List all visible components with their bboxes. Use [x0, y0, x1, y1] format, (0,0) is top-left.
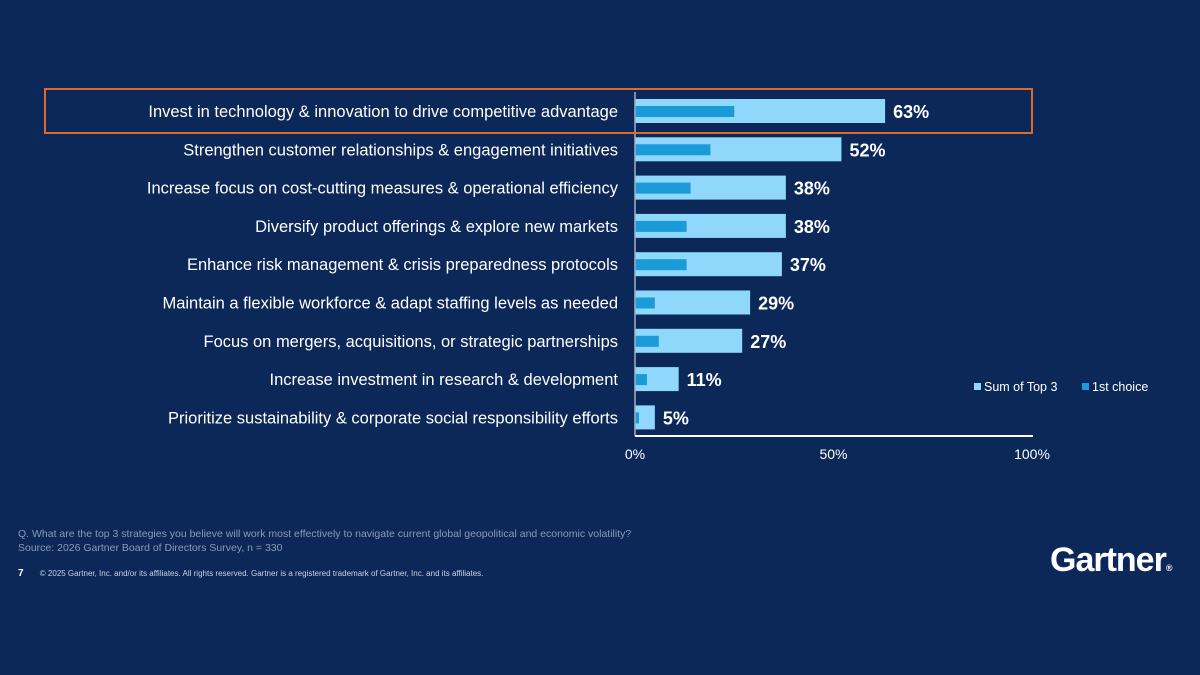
highlight-box: [44, 88, 1033, 134]
bar-1st-choice: [635, 144, 711, 156]
x-tick-label: 100%: [1014, 446, 1050, 462]
copyright: © 2025 Gartner, Inc. and/or its affiliat…: [39, 569, 484, 578]
bar-1st-choice: [635, 335, 659, 347]
bar-chart: Invest in technology & innovation to dri…: [44, 88, 1148, 462]
footer: 7 © 2025 Gartner, Inc. and/or its affili…: [18, 568, 483, 579]
x-tick-label: 50%: [819, 446, 847, 462]
category-label: Prioritize sustainability & corporate so…: [168, 409, 618, 427]
legend-label-1st-choice: 1st choice: [1092, 380, 1148, 394]
bar-1st-choice: [635, 106, 735, 117]
gartner-logo: Gartner®: [1050, 541, 1172, 579]
footnote: Q. What are the top 3 strategies you bel…: [18, 527, 631, 555]
legend-swatch-sum-of-top-3: [974, 383, 981, 390]
data-label: 11%: [687, 370, 722, 390]
data-label: 37%: [790, 255, 826, 275]
source-note: Source: 2026 Gartner Board of Directors …: [18, 542, 283, 554]
bar-1st-choice: [635, 374, 647, 386]
bar-1st-choice: [635, 220, 687, 232]
data-label: 5%: [663, 408, 689, 428]
bar-1st-choice: [635, 412, 639, 424]
legend-swatch-1st-choice: [1082, 383, 1089, 390]
bar-1st-choice: [635, 182, 691, 194]
category-label: Increase investment in research & develo…: [269, 371, 618, 389]
data-label: 38%: [794, 179, 830, 199]
bar-1st-choice: [635, 297, 655, 309]
category-label: Increase focus on cost-cutting measures …: [147, 180, 619, 198]
category-label: Focus on mergers, acquisitions, or strat…: [203, 333, 618, 351]
category-label: Strengthen customer relationships & enga…: [183, 141, 618, 159]
data-label: 29%: [758, 294, 794, 314]
bar-1st-choice: [635, 259, 687, 271]
category-label: Invest in technology & innovation to dri…: [148, 103, 618, 121]
legend-label-sum-of-top-3: Sum of Top 3: [984, 380, 1057, 394]
survey-question: Q. What are the top 3 strategies you bel…: [18, 528, 632, 540]
page-number: 7: [18, 568, 24, 579]
data-label: 63%: [893, 102, 929, 122]
category-label: Enhance risk management & crisis prepare…: [187, 256, 618, 274]
bar-sum-of-top-3: [635, 405, 655, 430]
x-tick-label: 0%: [625, 446, 645, 462]
data-label: 52%: [849, 140, 885, 160]
category-label: Diversify product offerings & explore ne…: [255, 218, 618, 236]
data-label: 38%: [794, 217, 830, 237]
category-label: Maintain a flexible workforce & adapt st…: [162, 295, 618, 313]
data-label: 27%: [750, 332, 786, 352]
